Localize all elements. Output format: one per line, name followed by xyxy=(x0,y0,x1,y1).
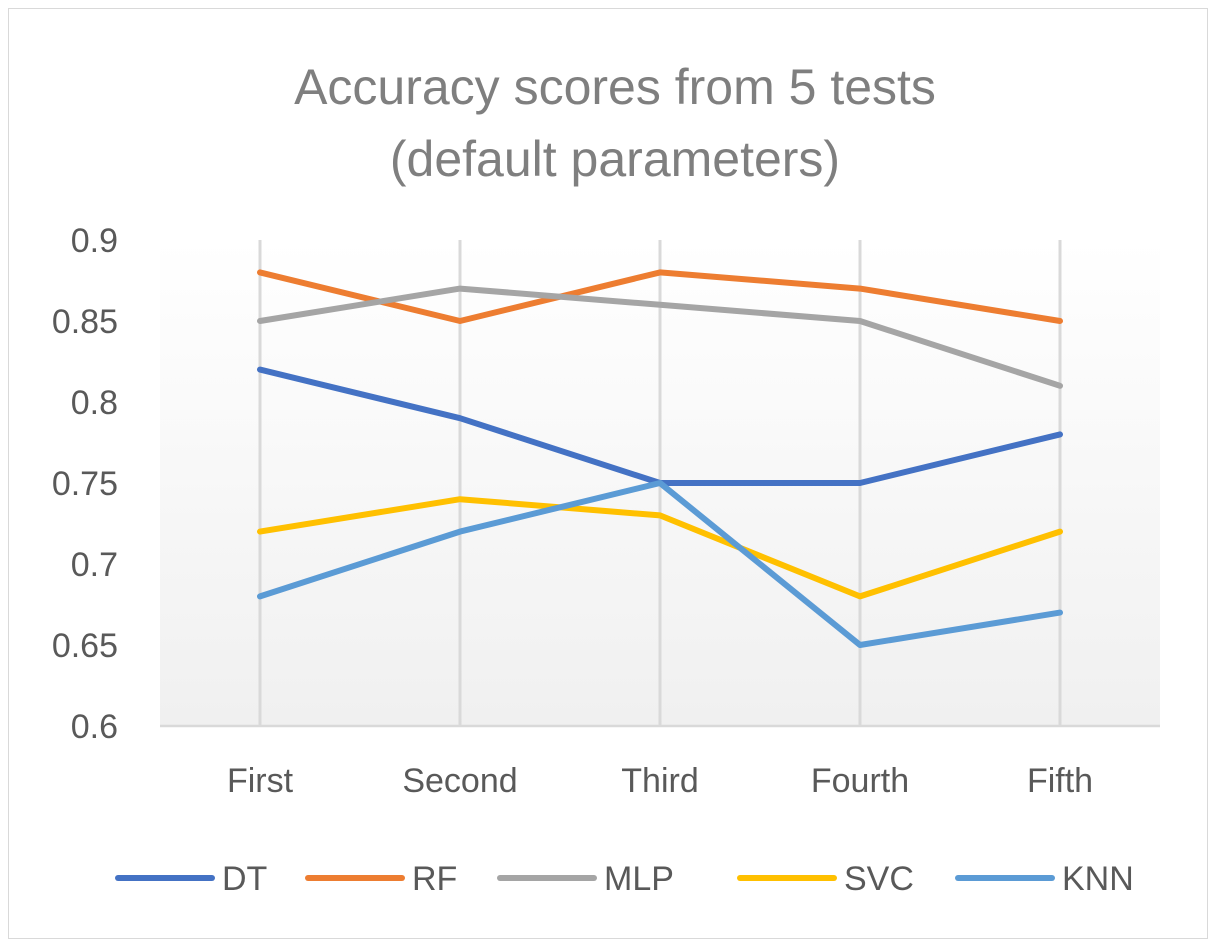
x-tick-label: Third xyxy=(621,762,698,800)
series-line-knn xyxy=(257,480,1063,648)
legend-item-dt: DT xyxy=(115,860,267,898)
series-line-rf xyxy=(257,269,1063,324)
y-tick-label: 0.9 xyxy=(71,222,118,260)
legend-item-mlp: MLP xyxy=(497,860,674,898)
y-tick-label: 0.8 xyxy=(71,384,118,422)
x-axis-ticks: First Second Third Fourth Fifth xyxy=(227,762,1093,800)
y-tick-label: 0.7 xyxy=(71,546,118,584)
y-tick-label: 0.6 xyxy=(71,708,118,746)
legend-item-rf: RF xyxy=(305,860,457,898)
x-tick-label: Second xyxy=(402,762,517,800)
series-line-mlp xyxy=(257,285,1063,389)
legend-label: DT xyxy=(222,860,267,898)
legend-item-knn: KNN xyxy=(955,860,1134,898)
legend-label: MLP xyxy=(604,860,674,898)
legend-item-svc: SVC xyxy=(737,860,914,898)
x-tick-label: Fourth xyxy=(811,762,909,800)
y-tick-label: 0.85 xyxy=(52,303,118,341)
series-lines xyxy=(257,269,1063,648)
y-axis-ticks: 0.6 0.65 0.7 0.75 0.8 0.85 0.9 xyxy=(52,222,118,746)
y-tick-label: 0.75 xyxy=(52,465,118,503)
series-line-svc xyxy=(257,496,1063,600)
chart-title-line-1: Accuracy scores from 5 tests xyxy=(294,59,936,115)
x-tick-label: First xyxy=(227,762,294,800)
y-tick-label: 0.65 xyxy=(52,627,118,665)
x-tick-label: Fifth xyxy=(1027,762,1093,800)
chart-title-line-2: (default parameters) xyxy=(390,131,840,187)
legend-label: KNN xyxy=(1062,860,1134,898)
legend: DT RF MLP SVC KNN xyxy=(115,860,1134,898)
legend-label: SVC xyxy=(844,860,914,898)
legend-label: RF xyxy=(412,860,457,898)
